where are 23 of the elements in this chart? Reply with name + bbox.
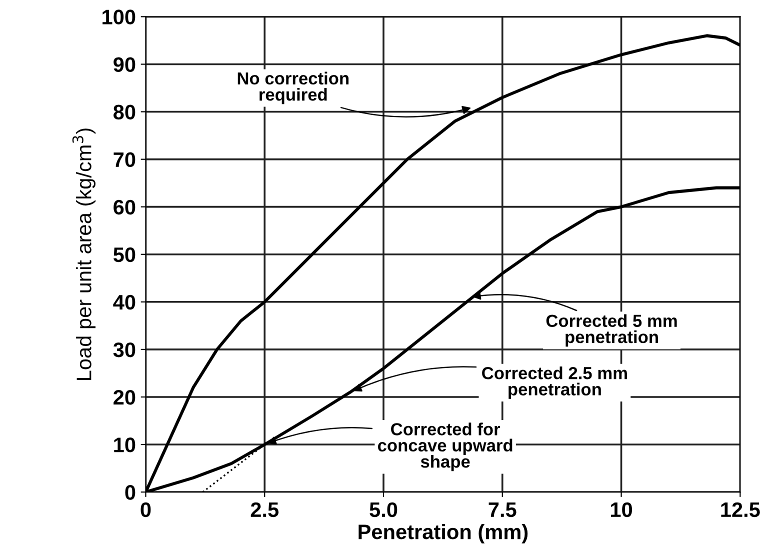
y-tick-label: 90 (114, 57, 136, 72)
x-tick-label: 0 (140, 502, 151, 518)
y-tick-label: 10 (114, 438, 136, 452)
annotation: Corrected 2.5 mm penetration (482, 366, 627, 399)
y-tick-label: 30 (113, 342, 136, 358)
y-tick-label: 100 (102, 10, 136, 24)
y-tick-label: 0 (125, 485, 136, 500)
x-tick-label: 7.5 (488, 502, 516, 518)
x-tick-label: 2.5 (250, 502, 279, 518)
y-tick-label: 60 (114, 200, 136, 215)
y-tick-label: 70 (114, 152, 136, 168)
x-axis-title: Penetration (mm) (358, 524, 528, 544)
y-axis-title: Load per unit area (kg/cm$^{3}$) (72, 128, 96, 380)
x-tick-label: 5.0 (370, 502, 398, 518)
x-tick-label: 12.5 (721, 502, 760, 518)
x-tick-label: 10 (610, 502, 632, 518)
y-tick-label: 20 (114, 390, 136, 405)
y-tick-label: 80 (114, 104, 136, 120)
annotation: Corrected 5 mm penetration (546, 314, 677, 347)
annotation: Corrected for concave upward shape (378, 422, 512, 472)
annotation: No correction required (238, 72, 349, 104)
y-tick-label: 40 (113, 294, 136, 310)
y-tick-label: 50 (113, 247, 136, 262)
